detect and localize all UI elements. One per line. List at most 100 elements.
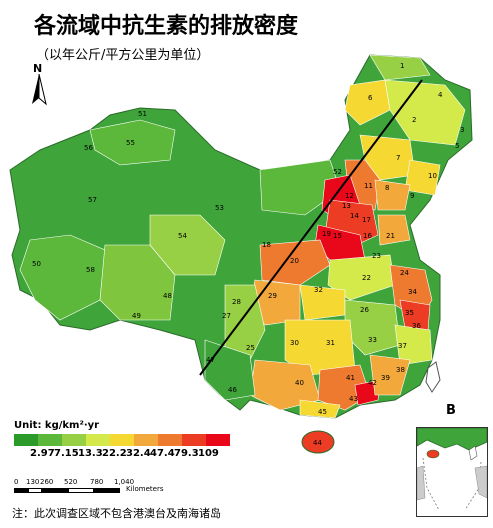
basin-label-2: 2 xyxy=(412,116,416,124)
basin-label-29: 29 xyxy=(268,292,277,300)
basin-38-39 xyxy=(369,354,411,396)
basin-label-9: 9 xyxy=(410,192,414,200)
basin-label-54: 54 xyxy=(178,232,187,240)
map-title: 各流域中抗生素的排放密度 xyxy=(34,14,299,39)
basin-label-42: 42 xyxy=(368,379,377,387)
basin-label-44: 44 xyxy=(313,439,322,447)
legend-break: 22.2 xyxy=(102,448,127,459)
basin-west-light xyxy=(19,234,106,321)
basin-label-43: 43 xyxy=(349,395,358,403)
legend-swatch-1 xyxy=(14,434,38,446)
basin-label-7: 7 xyxy=(396,154,400,162)
basin-label-16: 16 xyxy=(363,232,372,240)
basin-label-33: 33 xyxy=(368,336,377,344)
basin-label-55: 55 xyxy=(126,139,135,147)
basin-label-13: 13 xyxy=(342,202,351,210)
taiwan-outline xyxy=(425,361,441,393)
legend-swatch-8 xyxy=(182,434,206,446)
north-label: N xyxy=(33,62,43,75)
legend-swatch-9 xyxy=(206,434,230,446)
basin-45 xyxy=(299,399,341,419)
basin-label-40: 40 xyxy=(295,379,304,387)
basin-label-39: 39 xyxy=(381,374,390,382)
inset-map xyxy=(416,427,488,511)
basin-22-23 xyxy=(327,254,396,301)
basin-qinghai xyxy=(149,214,226,276)
basin-44-hainan xyxy=(301,430,335,454)
basin-northeast-2 xyxy=(384,79,466,146)
scale-label: 130 xyxy=(26,478,40,486)
basin-label-10: 10 xyxy=(428,172,437,180)
legend-break: 47.4 xyxy=(150,448,175,459)
basin-label-23: 23 xyxy=(372,252,381,260)
basin-label-51: 51 xyxy=(138,110,147,118)
south-china-sea-inset xyxy=(416,427,488,517)
basin-label-50: 50 xyxy=(32,260,41,268)
scale-label: 780 xyxy=(90,478,104,486)
basin-label-56: 56 xyxy=(84,144,93,152)
basin-label-6: 6 xyxy=(368,94,373,102)
basin-label-49: 49 xyxy=(132,312,141,320)
basin-label-45: 45 xyxy=(318,408,327,416)
basin-25-27-28 xyxy=(224,284,266,361)
basin-label-15: 15 xyxy=(333,232,342,240)
legend-swatch-4 xyxy=(86,434,110,446)
basin-label-21: 21 xyxy=(386,232,395,240)
legend-break: 2.97 xyxy=(30,448,55,459)
basin-label-19: 19 xyxy=(322,230,331,238)
scale-bar: 0 130 260 520 780 1,040 Kilometers xyxy=(14,478,163,493)
basin-21 xyxy=(377,214,411,246)
basin-label-8: 8 xyxy=(385,184,389,192)
basin-northeast-6 xyxy=(344,79,391,126)
basin-label-5: 5 xyxy=(455,142,459,150)
scale-label: 1,040 xyxy=(114,478,135,486)
scale-label: 0 xyxy=(14,478,19,486)
basin-label-30: 30 xyxy=(290,339,299,347)
legend-break: 13.3 xyxy=(78,448,103,459)
basin-label-35: 35 xyxy=(405,309,414,317)
basin-northeast-4 xyxy=(369,54,431,81)
basin-10 xyxy=(404,159,441,196)
legend-breaks: 2.97 7.15 13.3 22.2 32.4 47.4 79.3 109 xyxy=(16,448,230,459)
basin-number-labels: 1 2 3 4 5 6 7 8 9 10 11 12 13 14 15 16 1… xyxy=(32,62,464,447)
legend-break: 7.15 xyxy=(54,448,79,459)
legend-swatch-6 xyxy=(134,434,158,446)
scale-unit: Kilometers xyxy=(126,485,164,493)
basin-label-32: 32 xyxy=(314,286,323,294)
basin-label-48: 48 xyxy=(163,292,172,300)
basin-label-53: 53 xyxy=(215,204,224,212)
basin-label-20: 20 xyxy=(290,257,299,265)
basin-label-14: 14 xyxy=(350,212,359,220)
basin-label-58: 58 xyxy=(86,266,95,274)
basin-label-37: 37 xyxy=(398,342,407,350)
basin-20 xyxy=(259,239,331,286)
basin-label-1: 1 xyxy=(400,62,404,70)
basin-label-28: 28 xyxy=(232,298,241,306)
legend: Unit: kg/km²·yr 2.97 7.15 13.3 22.2 32.4… xyxy=(14,420,230,459)
basin-north-light xyxy=(89,119,176,166)
basin-label-52: 52 xyxy=(333,168,342,176)
basin-label-22: 22 xyxy=(362,274,371,282)
panel-label: B xyxy=(446,403,456,418)
scale-label: 520 xyxy=(64,478,78,486)
basin-label-18: 18 xyxy=(262,241,271,249)
basin-label-31: 31 xyxy=(326,339,335,347)
basin-label-4: 4 xyxy=(438,91,443,99)
basin-36-37 xyxy=(394,324,433,366)
legend-swatch-7 xyxy=(158,434,182,446)
footnote: 注：此次调查区域不包含港澳台及南海诸岛 xyxy=(12,507,221,520)
legend-swatch-2 xyxy=(38,434,62,446)
legend-swatch-5 xyxy=(110,434,134,446)
basin-label-25: 25 xyxy=(246,344,255,352)
legend-break: 79.3 xyxy=(174,448,199,459)
north-arrow: N xyxy=(28,62,50,106)
hu-line xyxy=(199,79,423,376)
map-subtitle: （以年公斤/平方公里为单位） xyxy=(36,48,210,63)
basin-label-34: 34 xyxy=(408,288,417,296)
basin-label-41: 41 xyxy=(346,374,355,382)
basin-label-24: 24 xyxy=(400,269,409,277)
scale-label: 260 xyxy=(40,478,54,486)
legend-swatches xyxy=(14,434,230,446)
basin-label-11: 11 xyxy=(364,182,373,190)
